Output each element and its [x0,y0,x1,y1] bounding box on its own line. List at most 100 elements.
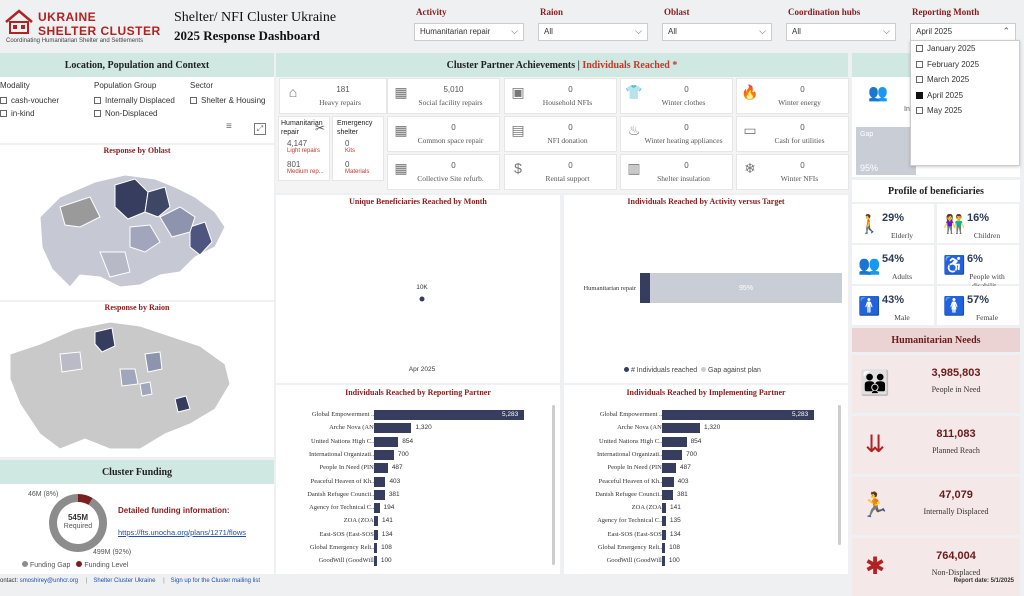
partner-bar-row[interactable]: People In Need (PIN) 487 [276,463,403,474]
gap-bar-pct: 95% [860,163,879,173]
partner-bar-row[interactable]: International Organizati... 700 [276,449,409,460]
filter-label: Coordination hubs [788,7,861,17]
partner-bar-row[interactable]: GoodWill (GoodWill) 100 [564,556,680,567]
funding-slice[interactable] [77,494,93,506]
checkbox[interactable] [916,107,923,115]
partner-bar-row[interactable]: Danish Refugee Councii... 381 [276,489,400,500]
tile-value: 0 [568,123,573,132]
unique-by-month-chart[interactable]: 10K Apr 2025 [276,209,560,379]
partner-value: 100 [668,557,680,565]
month-option[interactable]: March 2025 [911,72,1019,88]
oblast-select[interactable]: All ⌵ [662,23,772,41]
profile-label: Female [975,313,999,322]
cluster-link[interactable]: Shelter Cluster Ukraine [93,578,156,584]
month-dropdown[interactable]: January 2025 February 2025 March 2025 April… [910,40,1020,166]
checkbox[interactable] [916,45,923,53]
filter-reporting-month[interactable]: Reporting Month April 2025 ⌃ [906,4,1020,44]
activity-select[interactable]: Humanitarian repair ⌵ [414,23,524,41]
page-title-line1: Shelter/ NFI Cluster Ukraine [174,10,337,25]
filter-raion[interactable]: Raion All ⌵ [534,4,652,44]
partner-bar-row[interactable]: United Nations High C... 854 [276,436,413,447]
partner-bar-row[interactable]: International Organizati... 700 [564,449,697,460]
activity-vs-target-chart[interactable]: Humanitarian repair 95% [564,209,848,369]
filter-icon[interactable]: ≡ [226,121,232,132]
filter-activity[interactable]: Activity Humanitarian repair ⌵ [410,4,528,44]
modality-option[interactable]: in-kind [0,109,59,118]
partner-bar-row[interactable]: East-SOS (East-SOS) 134 [276,529,393,540]
month-option[interactable]: May 2025 [911,103,1019,119]
partner-bar-row[interactable]: Arche Nova (AN) 1,320 [564,423,720,434]
month-select[interactable]: April 2025 ⌃ [910,23,1016,41]
hubs-select[interactable]: All ⌵ [786,23,896,41]
filter-value: All [544,27,553,36]
achievements-panel: Cluster Partner Achievements | Individua… [276,53,849,193]
checkbox[interactable] [190,97,197,105]
partner-bar-row[interactable]: ZOA (ZOA) 141 [276,516,393,527]
partner-bar-row[interactable]: ZOA (ZOA) 141 [564,503,681,514]
contact-email[interactable]: smoshirey@unhcr.org [19,578,79,584]
filter-value: All [668,27,677,36]
partner-value: 403 [677,477,689,485]
partner-bar [374,489,385,500]
modality-option[interactable]: cash-voucher [0,96,59,105]
funding-donut[interactable] [48,493,108,553]
sector-option[interactable]: Shelter & Housing [190,96,265,105]
partner-name: United Nations High C... [311,437,376,445]
partner-bar-row[interactable]: Global Empowerment ... 5,283 [564,410,814,420]
partner-bar-row[interactable]: United Nations High C... 854 [564,436,701,447]
partner-bar [662,516,666,527]
month-option-label: January 2025 [927,44,976,53]
emergency-shelter-tile: Emergency shelter 0 Kits 0 Materials [332,116,384,181]
filter-oblast[interactable]: Oblast All ⌵ [658,4,776,44]
checkbox[interactable] [94,110,101,118]
partner-bar-row[interactable]: Global Emergency Reli... 108 [564,543,680,553]
partner-bar-row[interactable]: Agency for Technical C... 194 [276,503,394,514]
filter-label: Raion [540,7,564,17]
partner-value: 487 [680,464,691,472]
gap-bar[interactable] [650,273,842,303]
partner-value: 700 [686,450,697,458]
scrollbar[interactable] [552,405,555,565]
achievement-tile: ▦ 0 Collective Site refurb. [387,154,500,190]
checkbox[interactable] [916,76,923,84]
mailing-list-link[interactable]: Sign up for the Cluster mailing list [170,578,261,584]
partner-bar-row[interactable]: Global Empowerment ... 5,283 [276,410,524,420]
partner-name: Agency for Technical C... [309,504,376,512]
filter-coordination-hubs[interactable]: Coordination hubs All ⌵ [782,4,900,44]
checkbox[interactable] [916,91,923,99]
reached-bar[interactable] [640,273,651,303]
partner-name: Global Empowerment ... [311,411,376,418]
partner-bar-row[interactable]: Arche Nova (AN) 1,320 [276,423,432,434]
partner-bar-row[interactable]: GoodWill (GoodWill) 100 [276,556,392,567]
month-option[interactable]: April 2025 [911,88,1019,104]
month-point[interactable] [419,296,425,302]
partner-bar-row[interactable]: Agency for Technical C... 135 [564,516,681,527]
checkbox[interactable] [916,60,923,68]
funding-slice[interactable] [49,494,107,552]
checkbox[interactable] [0,110,7,118]
partner-bar-row[interactable]: East-SOS (East-SOS) 134 [564,529,681,540]
partner-bar-row[interactable]: Peaceful Heaven of Kh... 403 [564,476,688,487]
month-option[interactable]: February 2025 [911,57,1019,73]
ukraine-oblast-map[interactable] [0,157,274,297]
partner-bar-row[interactable]: Danish Refugee Councii... 381 [564,489,688,500]
scrollbar[interactable] [838,405,841,545]
month-option[interactable]: January 2025 [911,41,1019,57]
profile-pct: 29% [882,212,905,224]
reporting-partner-title: Individuals Reached by Reporting Partner [345,388,491,397]
population-option[interactable]: Non-Displaced [94,109,175,118]
checkbox[interactable] [94,97,101,105]
population-option[interactable]: Internally Displaced [94,96,175,105]
raion-select[interactable]: All ⌵ [538,23,648,41]
partner-bar [374,503,380,514]
partner-bar-row[interactable]: People In Need (PIN) 487 [564,463,691,474]
expand-icon[interactable]: ⤢ [254,123,266,135]
checkbox[interactable] [0,97,7,105]
need-label: Internally Displaced [923,507,989,516]
tile-label: NFI donation [547,136,588,145]
funding-link[interactable]: https://fts.unocha.org/plans/1271/flows [118,528,246,537]
building-icon: ▦ [394,84,408,100]
partner-bar-row[interactable]: Peaceful Heaven of Kh... 403 [276,476,400,487]
ukraine-raion-map[interactable] [0,314,274,454]
partner-bar-row[interactable]: Global Emergency Reli... 108 [276,543,392,553]
